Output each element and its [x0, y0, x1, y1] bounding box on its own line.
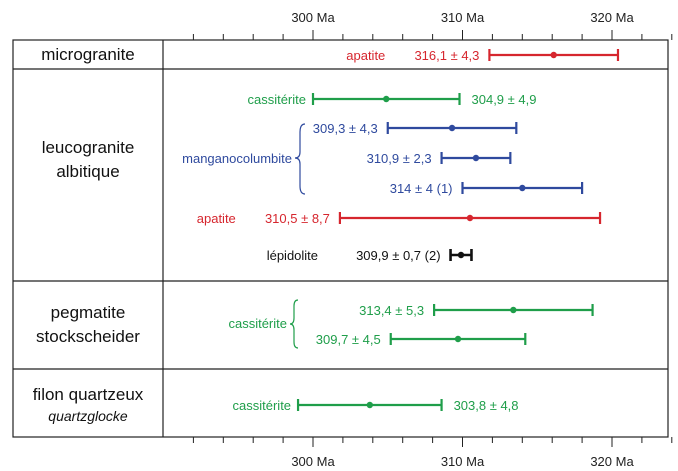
errorbar-2-1: 309,7 ± 4,5 [316, 332, 527, 347]
group-label-manganocolumbite: manganocolumbite [182, 151, 292, 166]
group-labels: manganocolumbite cassitérite [182, 151, 292, 331]
error-bars: 316,1 ± 4,3 apatite 304,9 ± 4,9 cassitérite… [197, 48, 620, 413]
errorbar-1-4: 310,5 ± 8,7 apatite [197, 211, 602, 226]
errorbar-point [383, 95, 390, 103]
bottom-axis: 300 Ma 310 Ma 320 Ma [192, 437, 673, 469]
errorbar-1-1: 309,3 ± 4,3 [313, 121, 518, 136]
age-label: 316,1 ± 4,3 [414, 48, 479, 63]
mineral-label: apatite [197, 211, 236, 226]
errorbar-point [466, 214, 474, 222]
top-tick-label-320: 320 Ma [590, 10, 634, 25]
mineral-label: apatite [346, 48, 385, 63]
errorbar-point [457, 251, 465, 259]
table-border [12, 39, 669, 438]
group-label-cassiterite: cassitérite [228, 316, 287, 331]
row-label-leucogranite-line1: leucogranite [42, 138, 135, 157]
top-tick-label-300: 300 Ma [291, 10, 335, 25]
errorbar-1-3: 314 ± 4 (1) [390, 181, 584, 196]
row-label-filon-italic: quartzglocke [48, 408, 128, 424]
top-tick-label-310: 310 Ma [441, 10, 485, 25]
errorbar-point [550, 51, 557, 59]
bottom-tick-label-320: 320 Ma [590, 454, 634, 469]
errorbar-point [472, 154, 480, 162]
cassiterite-bracket [289, 299, 299, 349]
errorbar-1-5: 309,9 ± 0,7 (2) lépidolite [267, 248, 473, 263]
errorbar-2-0: 313,4 ± 5,3 [359, 303, 594, 318]
errorbar-3-0: 303,8 ± 4,8 cassitérite [233, 398, 519, 413]
row-labels: microgranite leucogranite albitique pegm… [33, 45, 144, 424]
age-label: 303,8 ± 4,8 [454, 398, 519, 413]
row-label-pegmatite-line1: pegmatite [51, 303, 126, 322]
age-label: 304,9 ± 4,9 [472, 92, 537, 107]
errorbar-point [366, 401, 374, 409]
table-frame [12, 39, 669, 438]
mineral-label: cassitérite [247, 92, 306, 107]
row-label-leucogranite-line2: albitique [56, 162, 119, 181]
bottom-tick-label-300: 300 Ma [291, 454, 335, 469]
row-label-pegmatite-line2: stockscheider [36, 327, 140, 346]
age-label: 313,4 ± 5,3 [359, 303, 424, 318]
bottom-tick-label-310: 310 Ma [441, 454, 485, 469]
row-label-filon-line1: filon quartzeux [33, 385, 144, 404]
age-label: 310,9 ± 2,3 [367, 151, 432, 166]
age-label: 310,5 ± 8,7 [265, 211, 330, 226]
age-label: 309,9 ± 0,7 (2) [356, 248, 440, 263]
mineral-label: lépidolite [267, 248, 318, 263]
errorbar-1-2: 310,9 ± 2,3 [367, 151, 512, 166]
errorbar-point [519, 184, 526, 192]
errorbar-1-0: 304,9 ± 4,9 cassitérite [247, 92, 536, 107]
row-label-microgranite: microgranite [41, 45, 135, 64]
errorbar-0-0: 316,1 ± 4,3 apatite [346, 48, 620, 63]
mineral-label: cassitérite [233, 398, 292, 413]
group-brackets [289, 123, 306, 349]
manganocolumbite-bracket [294, 123, 306, 195]
age-label: 309,3 ± 4,3 [313, 121, 378, 136]
errorbar-point [448, 124, 456, 132]
age-label: 309,7 ± 4,5 [316, 332, 381, 347]
top-axis: 300 Ma 310 Ma 320 Ma [192, 10, 673, 40]
errorbar-point [454, 335, 462, 343]
age-label: 314 ± 4 (1) [390, 181, 453, 196]
errorbar-point [510, 306, 517, 314]
